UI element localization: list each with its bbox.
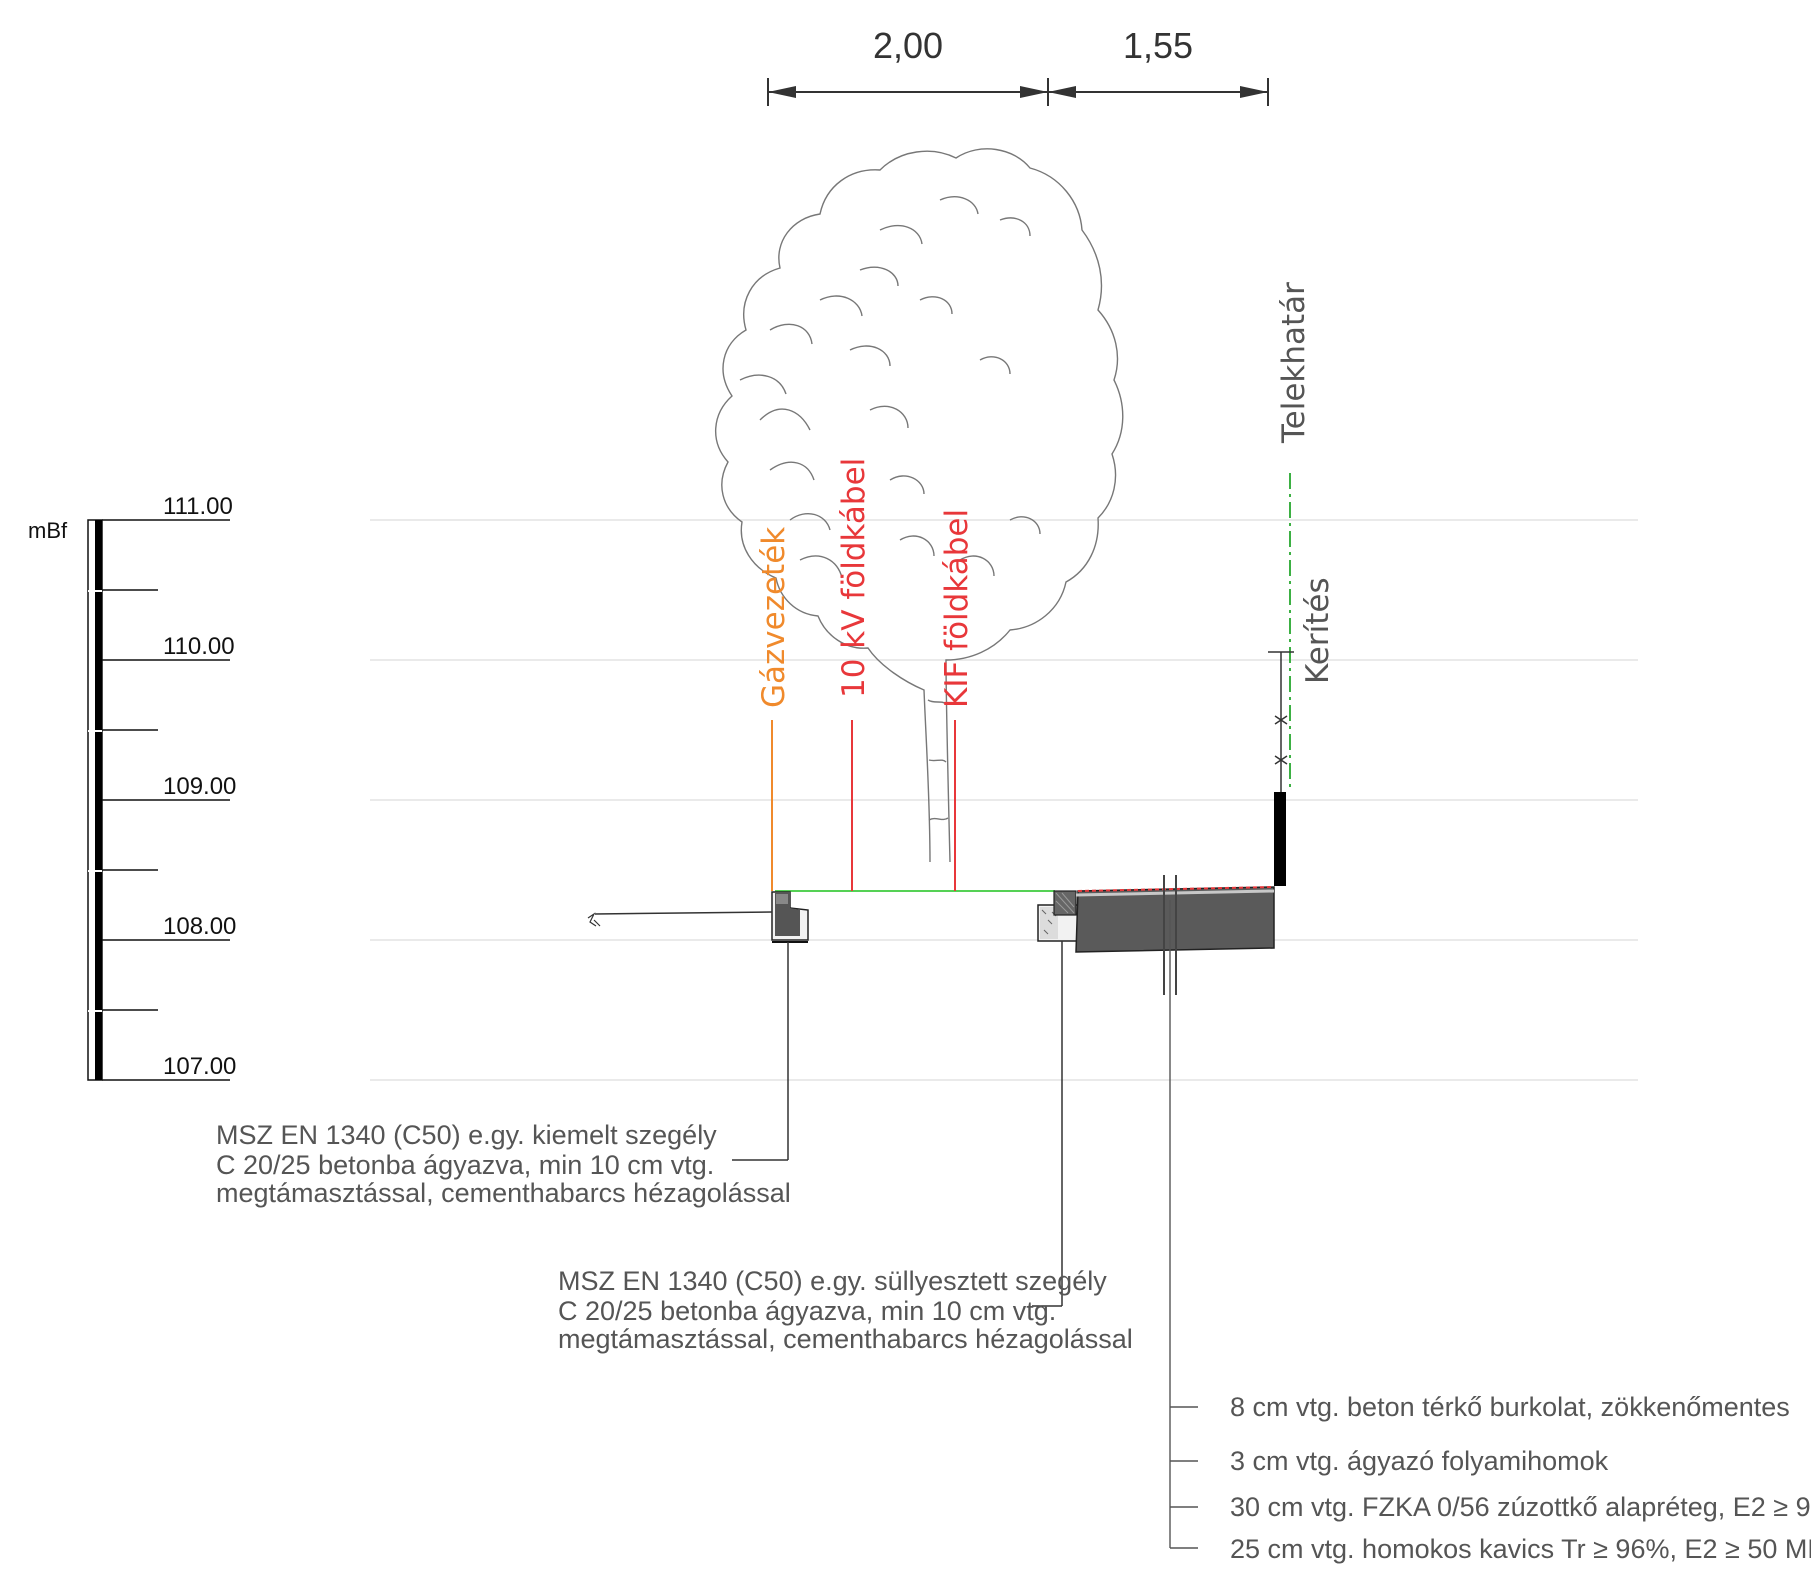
10kv-cable-label: 10 kV földkábel xyxy=(836,458,872,698)
elevation-107: 107.00 xyxy=(163,1053,236,1080)
elevation-110: 110.00 xyxy=(163,633,235,660)
dimension-left: 2,00 xyxy=(873,25,943,66)
raised-curb-icon xyxy=(587,891,809,1161)
dimension-right: 1,55 xyxy=(1123,25,1193,66)
sunk-curb-icon xyxy=(1032,890,1083,1307)
sunk-curb-callout: MSZ EN 1340 (C50) e.gy. süllyesztett sze… xyxy=(558,1266,1133,1354)
layer-3-label: 30 cm vtg. FZKA 0/56 zúzottkő alapréteg,… xyxy=(1230,1492,1811,1522)
layer-1-label: 8 cm vtg. beton térkő burkolat, zökkenőm… xyxy=(1230,1392,1790,1422)
elevation-111: 111.00 xyxy=(163,493,233,520)
dimension-line xyxy=(767,78,1269,106)
elevation-109: 109.00 xyxy=(163,773,236,800)
raised-curb-line2: C 20/25 betonba ágyazva, min 10 cm vtg. xyxy=(216,1150,714,1180)
raised-curb-line1: MSZ EN 1340 (C50) e.gy. kiemelt szegély xyxy=(216,1120,717,1150)
fence-icon xyxy=(1268,651,1294,886)
sunk-curb-line3: megtámasztással, cementhabarcs hézagolás… xyxy=(558,1324,1133,1354)
property-line-label: Telekhatár xyxy=(1276,282,1312,444)
scale-unit: mBf xyxy=(28,518,68,543)
fence-label: Kerítés xyxy=(1300,577,1336,684)
layer-descriptions: 8 cm vtg. beton térkő burkolat, zökkenőm… xyxy=(1230,1392,1811,1564)
layer-2-label: 3 cm vtg. ágyazó folyamihomok xyxy=(1230,1446,1609,1476)
pavement-structure xyxy=(1075,875,1275,1549)
sunk-curb-line2: C 20/25 betonba ágyazva, min 10 cm vtg. xyxy=(558,1296,1056,1326)
raised-curb-line3: megtámasztással, cementhabarcs hézagolás… xyxy=(216,1178,791,1208)
gas-label: Gázvezeték xyxy=(756,527,792,708)
raised-curb-callout: MSZ EN 1340 (C50) e.gy. kiemelt szegély … xyxy=(216,1120,791,1208)
layer-4-label: 25 cm vtg. homokos kavics Tr ≥ 96%, E2 ≥… xyxy=(1230,1534,1811,1564)
elevation-grid xyxy=(370,519,1638,1081)
elevation-108: 108.00 xyxy=(163,913,236,940)
elevation-scale: mBf 111.00 110.00 109.00 108.00 107.00 xyxy=(28,493,236,1081)
sunk-curb-line1: MSZ EN 1340 (C50) e.gy. süllyesztett sze… xyxy=(558,1266,1107,1296)
tree-icon xyxy=(715,148,1124,863)
kif-cable-label: KIF földkábel xyxy=(939,509,975,708)
